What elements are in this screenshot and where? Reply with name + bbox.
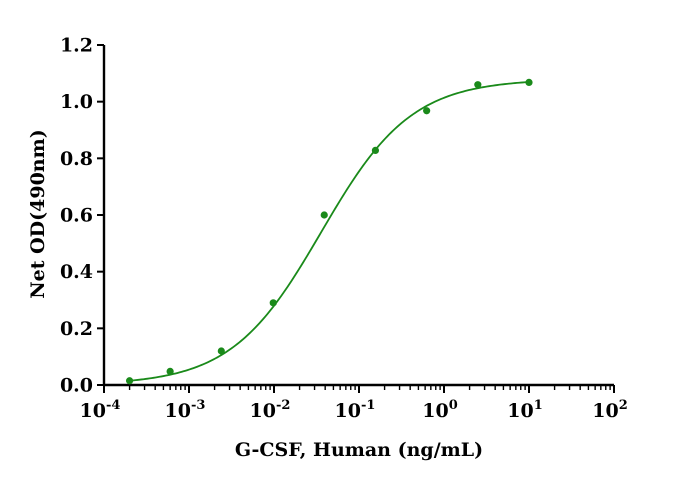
x-tick-label: 10-4 [80, 398, 121, 422]
data-point [166, 367, 174, 375]
data-point [371, 146, 380, 154]
data-point [125, 377, 134, 385]
fit-curve [129, 81, 530, 382]
data-point [269, 299, 277, 307]
data-point [217, 347, 225, 355]
y-axis-label: Net OD(490nm) [27, 129, 49, 298]
y-axis-ticks: 0.0 0.2 0.4 0.6 0.8 1.0 1.2 [60, 35, 104, 397]
data-point [525, 78, 533, 86]
data-point [474, 81, 482, 89]
data-points-group [125, 78, 533, 385]
x-tick-label: 10-1 [335, 398, 376, 422]
axes [102, 45, 614, 387]
x-tick-label: 101 [507, 398, 543, 422]
y-tick-label: 0.4 [60, 261, 93, 283]
data-point [423, 107, 431, 115]
fit-curve-group [129, 81, 530, 382]
x-axis-ticks: 10-4 10-3 10-2 10-1 100 101 102 [80, 385, 628, 422]
x-axis-label: G-CSF, Human (ng/mL) [235, 439, 483, 461]
y-tick-label: 0.2 [60, 318, 93, 340]
y-tick-label: 0.0 [60, 375, 93, 397]
data-point [320, 211, 328, 219]
x-tick-label: 10-3 [165, 398, 206, 422]
y-tick-label: 1.2 [60, 35, 93, 57]
y-tick-label: 1.0 [60, 91, 93, 113]
y-tick-label: 0.6 [60, 205, 93, 227]
x-tick-label: 100 [422, 398, 458, 422]
x-tick-label: 102 [592, 398, 628, 422]
y-tick-label: 0.8 [60, 148, 93, 170]
x-tick-label: 10-2 [250, 398, 291, 422]
